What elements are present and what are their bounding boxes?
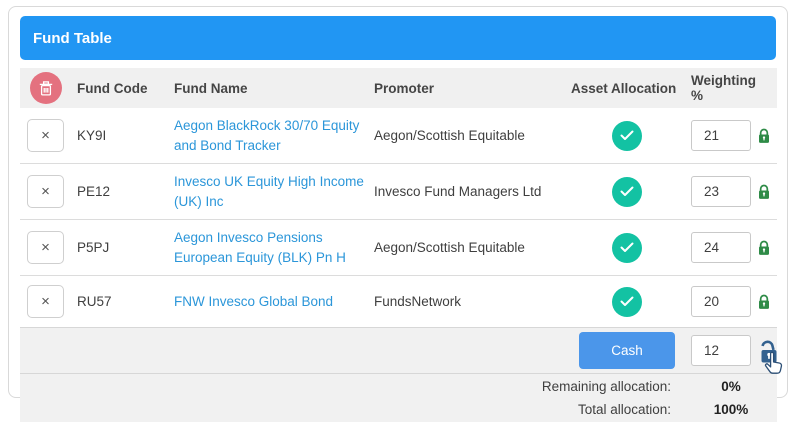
x-icon: × bbox=[41, 127, 50, 145]
column-header-asset-allocation: Asset Allocation bbox=[569, 68, 689, 108]
remove-row-button[interactable]: × bbox=[27, 175, 64, 209]
fund-name-link[interactable]: Invesco UK Equity High Income (UK) Inc bbox=[174, 174, 364, 209]
table-row: × P5PJ Aegon Invesco Pensions European E… bbox=[20, 219, 777, 276]
remove-row-button[interactable]: × bbox=[27, 231, 64, 265]
promoter-cell: Invesco Fund Managers Ltd bbox=[372, 163, 569, 220]
column-header-promoter: Promoter bbox=[372, 68, 569, 108]
table-row: × KY9I Aegon BlackRock 30/70 Equity and … bbox=[20, 108, 777, 164]
weighting-input[interactable] bbox=[691, 120, 751, 152]
fund-name-link[interactable]: Aegon BlackRock 30/70 Equity and Bond Tr… bbox=[174, 118, 360, 153]
fund-code-cell: KY9I bbox=[75, 108, 172, 164]
column-header-fund-name: Fund Name bbox=[172, 68, 372, 108]
lock-closed-icon bbox=[759, 184, 769, 200]
remaining-allocation: Remaining allocation: 0% bbox=[20, 373, 777, 398]
column-header-fund-code: Fund Code bbox=[75, 68, 172, 108]
remaining-allocation-value: 0% bbox=[689, 373, 777, 398]
check-circle-icon bbox=[612, 232, 642, 263]
remove-row-button[interactable]: × bbox=[27, 119, 64, 153]
cash-lock-toggle[interactable] bbox=[757, 338, 783, 374]
fund-code-cell: P5PJ bbox=[75, 219, 172, 276]
total-allocation: Total allocation: 100% bbox=[20, 397, 777, 422]
column-header-weighting: Weighting % bbox=[689, 68, 777, 108]
promoter-cell: Aegon/Scottish Equitable bbox=[372, 108, 569, 164]
fund-code-cell: PE12 bbox=[75, 163, 172, 220]
promoter-cell: Aegon/Scottish Equitable bbox=[372, 219, 569, 276]
fund-code-cell: RU57 bbox=[75, 275, 172, 328]
fund-name-link[interactable]: Aegon Invesco Pensions European Equity (… bbox=[174, 230, 346, 265]
x-icon: × bbox=[41, 239, 50, 257]
delete-all-button[interactable] bbox=[29, 72, 62, 104]
page-title: Fund Table bbox=[33, 29, 112, 47]
lock-closed-icon bbox=[759, 128, 769, 143]
remove-row-button[interactable]: × bbox=[27, 285, 64, 319]
lock-open-icon bbox=[761, 340, 777, 363]
cash-weighting-input[interactable] bbox=[691, 335, 751, 367]
trash-icon bbox=[39, 80, 52, 96]
weighting-input[interactable] bbox=[691, 232, 751, 264]
x-icon: × bbox=[41, 293, 50, 311]
check-circle-icon bbox=[612, 176, 642, 207]
cash-row-spacer bbox=[20, 327, 569, 374]
lock-closed-icon bbox=[759, 241, 769, 256]
promoter-cell: FundsNetwork bbox=[372, 275, 569, 328]
fund-table: Fund Code Fund Name Promoter Asset Alloc… bbox=[20, 68, 783, 422]
check-circle-icon bbox=[612, 286, 642, 317]
x-icon: × bbox=[41, 183, 50, 201]
total-allocation-label: Total allocation: bbox=[20, 397, 689, 422]
weighting-input[interactable] bbox=[691, 286, 751, 318]
fund-table-card: Fund Table bbox=[8, 6, 788, 422]
panel-header: Fund Table bbox=[20, 16, 776, 60]
table-row: × RU57 FNW Invesco Global Bond FundsNetw… bbox=[20, 275, 777, 328]
fund-name-link[interactable]: FNW Invesco Global Bond bbox=[174, 294, 334, 310]
cash-button[interactable]: Cash bbox=[579, 332, 675, 370]
check-circle-icon bbox=[612, 120, 642, 151]
remaining-allocation-label: Remaining allocation: bbox=[20, 373, 689, 398]
total-allocation-value: 100% bbox=[689, 397, 777, 422]
cash-row: Cash bbox=[20, 327, 783, 374]
table-header-row: Fund Code Fund Name Promoter Asset Alloc… bbox=[20, 68, 777, 108]
table-row: × PE12 Invesco UK Equity High Income (UK… bbox=[20, 163, 777, 220]
lock-closed-icon bbox=[759, 295, 769, 310]
weighting-input[interactable] bbox=[691, 176, 751, 208]
